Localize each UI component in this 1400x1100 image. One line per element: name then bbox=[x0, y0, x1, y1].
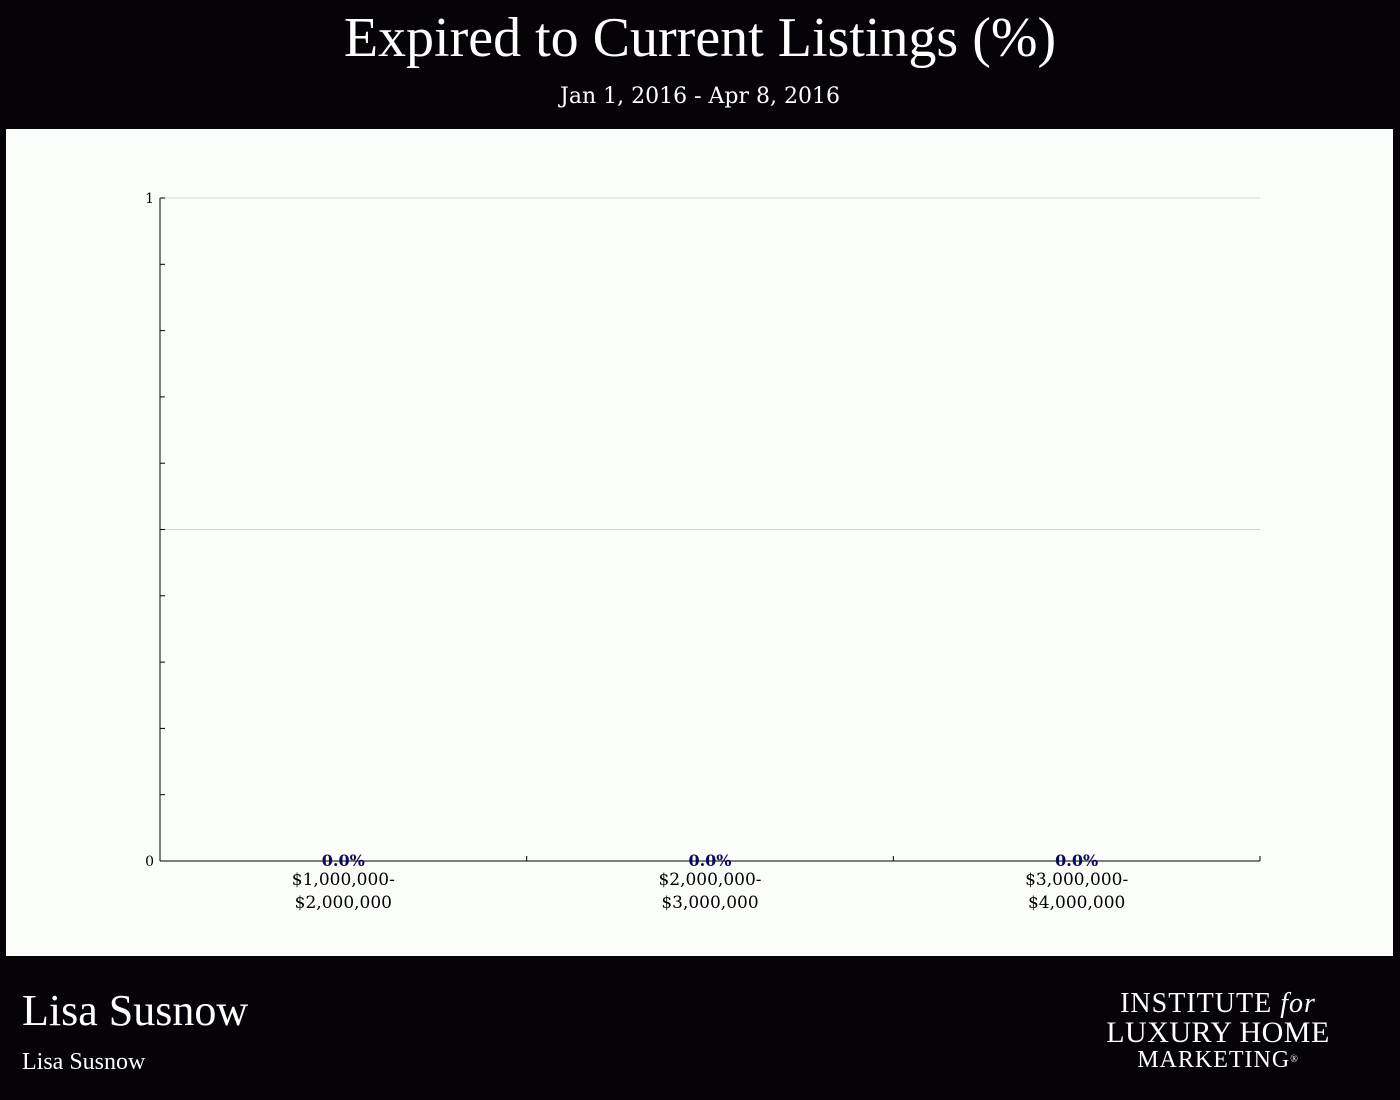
date-range: Jan 1, 2016 - Apr 8, 2016 bbox=[560, 84, 840, 109]
institute-logo: INSTITUTE for LUXURY HOME MARKETING® bbox=[1070, 990, 1366, 1073]
chart-panel: 0 1 0.0% $1,000,000- $2,000,000 0.0% $2,000,00… bbox=[6, 129, 1393, 956]
report-header: Expired to Current Listings (%) Jan 1, 2… bbox=[0, 0, 1400, 129]
bar-value-label-1: 0.0% bbox=[688, 851, 731, 870]
x-category-label-1-line-1: $3,000,000 bbox=[661, 893, 758, 913]
logo-institute-text: INSTITUTE bbox=[1120, 988, 1273, 1019]
y-tick-label-1: 1 bbox=[145, 191, 154, 207]
logo-line-1: INSTITUTE for bbox=[1070, 990, 1366, 1018]
x-category-label-0-line-1: $2,000,000 bbox=[295, 893, 392, 913]
logo-line-3: MARKETING® bbox=[1070, 1048, 1366, 1072]
x-category-label-0-line-0: $1,000,000- bbox=[292, 870, 395, 890]
agent-subtitle: Lisa Susnow bbox=[22, 1049, 146, 1075]
logo-registered-mark: ® bbox=[1290, 1054, 1299, 1065]
agent-name: Lisa Susnow bbox=[22, 986, 249, 1035]
bar-value-label-2: 0.0% bbox=[1055, 851, 1098, 870]
logo-marketing-text: MARKETING bbox=[1137, 1047, 1291, 1073]
bar-chart: 010.0%$1,000,000-$2,000,0000.0%$2,000,00… bbox=[145, 191, 1261, 913]
x-category-label-1-line-0: $2,000,000- bbox=[658, 870, 761, 890]
logo-line-2: LUXURY HOME bbox=[1106, 1016, 1330, 1049]
logo-for-text: for bbox=[1280, 988, 1316, 1019]
y-tick-label-0: 0 bbox=[145, 854, 154, 870]
bar-value-label-0: 0.0% bbox=[322, 851, 365, 870]
chart-title: Expired to Current Listings (%) bbox=[343, 7, 1057, 69]
x-category-label-2-line-0: $3,000,000- bbox=[1025, 870, 1128, 890]
x-category-label-2-line-1: $4,000,000 bbox=[1028, 893, 1125, 913]
report-footer: Lisa Susnow Lisa Susnow INSTITUTE for LU… bbox=[0, 956, 1400, 1100]
